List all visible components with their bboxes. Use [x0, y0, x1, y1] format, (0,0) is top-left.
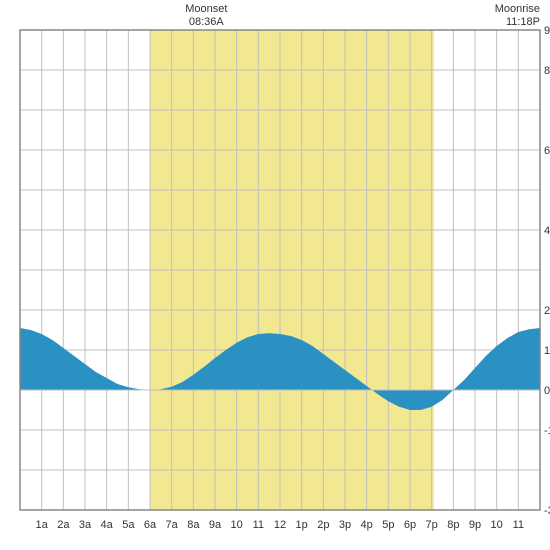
- x-tick-label: 3a: [79, 519, 92, 531]
- y-tick-label: 1: [544, 345, 550, 357]
- x-tick-label: 8a: [187, 519, 200, 531]
- moonset-label: Moonset: [185, 3, 227, 15]
- x-tick-label: 10: [231, 519, 243, 531]
- chart-svg: 1a2a3a4a5a6a7a8a9a1011121p2p3p4p5p6p7p8p…: [0, 0, 550, 550]
- x-tick-label: 2a: [57, 519, 70, 531]
- moonset-time: 08:36A: [189, 16, 225, 28]
- x-tick-label: 4p: [361, 519, 373, 531]
- x-tick-label: 1p: [296, 519, 308, 531]
- x-tick-label: 11: [513, 519, 524, 531]
- y-tick-label: 0: [544, 385, 550, 397]
- y-tick-label: 6: [544, 145, 550, 157]
- y-tick-label: 9: [544, 25, 550, 37]
- x-tick-label: 9p: [469, 519, 481, 531]
- x-tick-label: 12: [274, 519, 286, 531]
- tide-chart: 1a2a3a4a5a6a7a8a9a1011121p2p3p4p5p6p7p8p…: [0, 0, 550, 550]
- x-tick-label: 5a: [122, 519, 135, 531]
- x-tick-label: 7a: [166, 519, 179, 531]
- y-tick-label: 2: [544, 305, 550, 317]
- x-tick-label: 7p: [426, 519, 438, 531]
- x-tick-label: 6a: [144, 519, 157, 531]
- x-tick-label: 9a: [209, 519, 222, 531]
- x-tick-label: 4a: [101, 519, 114, 531]
- x-tick-label: 11: [253, 519, 264, 531]
- x-tick-label: 8p: [447, 519, 459, 531]
- x-tick-label: 10: [491, 519, 503, 531]
- x-tick-label: 6p: [404, 519, 416, 531]
- x-tick-label: 5p: [382, 519, 394, 531]
- y-tick-label: 4: [544, 225, 550, 237]
- y-tick-label: -3: [544, 505, 550, 517]
- y-tick-label: -1: [544, 425, 550, 437]
- y-tick-label: 8: [544, 65, 550, 77]
- x-tick-label: 2p: [317, 519, 329, 531]
- x-tick-label: 1a: [36, 519, 49, 531]
- moonrise-label: Moonrise: [495, 3, 540, 15]
- x-tick-label: 3p: [339, 519, 351, 531]
- moonrise-time: 11:18P: [506, 16, 540, 28]
